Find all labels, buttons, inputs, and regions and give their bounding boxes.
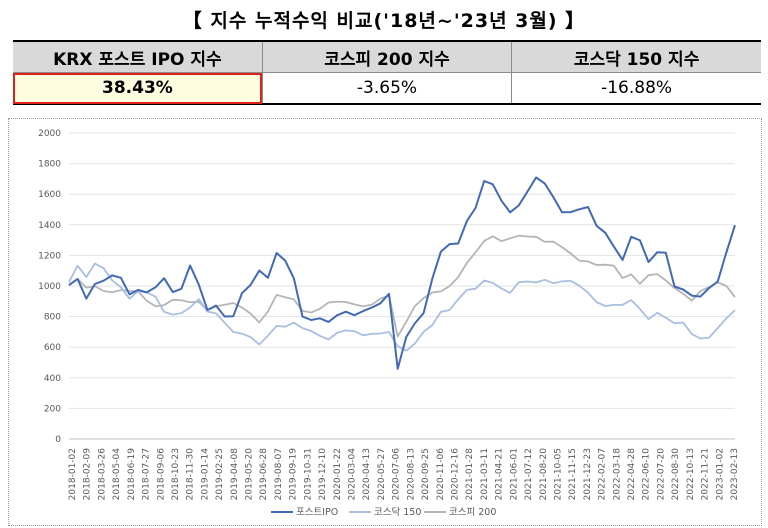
x-tick-label: 2018-06-19 (127, 448, 137, 501)
x-tick-label: 2021-12-23 (583, 448, 593, 500)
y-tick-label: 1800 (38, 160, 61, 170)
x-tick-label: 2021-01-28 (465, 448, 475, 501)
x-tick-label: 2019-08-07 (274, 448, 284, 500)
x-tick-label: 2022-04-28 (627, 448, 637, 501)
x-tick-label: 2022-11-21 (701, 448, 711, 500)
y-tick-label: 200 (44, 404, 61, 414)
line-chart: 0 200 400 600 800 1000 1200 1400 1600 1800 2000 20… (38, 129, 740, 518)
summary-table: KRX 포스트 IPO 지수 코스피 200 지수 코스닥 150 지수 38.… (13, 40, 761, 105)
x-tick-label: 2022-10-13 (686, 448, 696, 500)
x-tick-label: 2020-08-13 (406, 448, 416, 500)
chart-container: 0 200 400 600 800 1000 1200 1400 1600 1800 2000 20… (8, 118, 762, 526)
x-tick-label: 2019-02-25 (215, 448, 225, 500)
x-tick-label: 2018-09-06 (156, 448, 166, 501)
y-tick-label: 1200 (38, 251, 61, 261)
x-tick-label: 2019-05-20 (245, 448, 255, 501)
x-tick-label: 2022-02-07 (598, 448, 608, 500)
x-tick-label: 2020-09-25 (421, 448, 431, 500)
legend: 포스트IPO 코스닥 150 코스피 200 (271, 507, 496, 518)
x-tick-label: 2020-07-06 (392, 448, 402, 501)
legend-label: 코스피 200 (449, 507, 496, 518)
summary-value-row: 38.43% -3.65% -16.88% (13, 72, 761, 105)
x-tick-label: 2021-06-01 (509, 448, 519, 500)
series-line-1 (68, 262, 736, 352)
x-tick-label: 2022-06-10 (642, 448, 652, 501)
x-tick-label: 2018-05-04 (112, 448, 122, 501)
value-kospi-200: -3.65% (261, 72, 513, 105)
x-tick-label: 2020-03-04 (348, 448, 358, 501)
value-krx-post-ipo: 38.43% (13, 72, 263, 105)
x-tick-label: 2022-03-18 (612, 448, 622, 501)
x-tick-label: 2018-03-26 (97, 448, 107, 501)
x-tick-label: 2019-06-28 (259, 448, 269, 501)
x-tick-label: 2021-08-20 (539, 448, 549, 501)
grid-lines (69, 132, 735, 440)
value-kosdaq-150: -16.88% (511, 72, 761, 105)
x-tick-label: 2019-12-10 (318, 448, 328, 501)
y-tick-label: 2000 (38, 129, 61, 139)
y-axis-ticks: 0 200 400 600 800 1000 1200 1400 1600 1800 2000 (38, 129, 61, 445)
page-title: 【 지수 누적수익 비교('18년~'23년 3월) 】 (182, 10, 586, 32)
summary-header-row: KRX 포스트 IPO 지수 코스피 200 지수 코스닥 150 지수 (13, 40, 761, 73)
x-axis-ticks: 2018-01-02 2018-02-09 2018-03-26 2018-05-04… (68, 448, 740, 501)
x-tick-label: 2018-01-02 (68, 448, 78, 500)
y-tick-label: 0 (55, 435, 61, 445)
header-kospi-200: 코스피 200 지수 (261, 40, 513, 73)
x-tick-label: 2020-04-13 (362, 448, 372, 500)
x-tick-label: 2023-01-02 (715, 448, 725, 500)
x-tick-label: 2019-04-08 (230, 448, 240, 501)
x-tick-label: 2021-11-15 (568, 448, 578, 500)
y-tick-label: 1000 (38, 282, 61, 292)
x-tick-label: 2018-07-27 (142, 448, 152, 500)
x-tick-label: 2022-08-30 (671, 448, 681, 501)
series-line-0 (68, 176, 736, 370)
x-tick-label: 2020-11-06 (436, 448, 446, 501)
header-kosdaq-150: 코스닥 150 지수 (511, 40, 761, 73)
x-tick-label: 2023-02-13 (730, 448, 740, 500)
x-tick-label: 2018-02-09 (83, 448, 93, 501)
x-tick-label: 2020-12-16 (450, 448, 460, 501)
y-tick-label: 1600 (38, 190, 61, 200)
x-tick-label: 2021-04-21 (495, 448, 505, 500)
y-tick-label: 800 (44, 313, 61, 323)
legend-label: 포스트IPO (296, 507, 338, 518)
legend-label: 코스닥 150 (374, 507, 421, 518)
y-tick-label: 1400 (38, 221, 61, 231)
x-tick-label: 2018-10-23 (171, 448, 181, 500)
x-tick-label: 2022-07-20 (656, 448, 666, 501)
header-krx-post-ipo: KRX 포스트 IPO 지수 (13, 40, 263, 73)
x-tick-label: 2021-07-12 (524, 448, 534, 500)
series-lines (68, 176, 736, 370)
x-tick-label: 2020-01-22 (333, 448, 343, 500)
x-tick-label: 2020-05-27 (377, 448, 387, 500)
y-tick-label: 400 (44, 374, 61, 384)
x-tick-label: 2019-09-19 (289, 448, 299, 501)
x-tick-label: 2018-11-30 (186, 448, 196, 501)
y-tick-label: 600 (44, 343, 61, 353)
x-tick-label: 2019-01-14 (200, 448, 210, 501)
x-tick-label: 2021-10-05 (553, 448, 563, 500)
series-line-2 (68, 234, 736, 338)
x-tick-label: 2019-10-31 (303, 448, 313, 500)
x-tick-label: 2021-03-11 (480, 448, 490, 500)
